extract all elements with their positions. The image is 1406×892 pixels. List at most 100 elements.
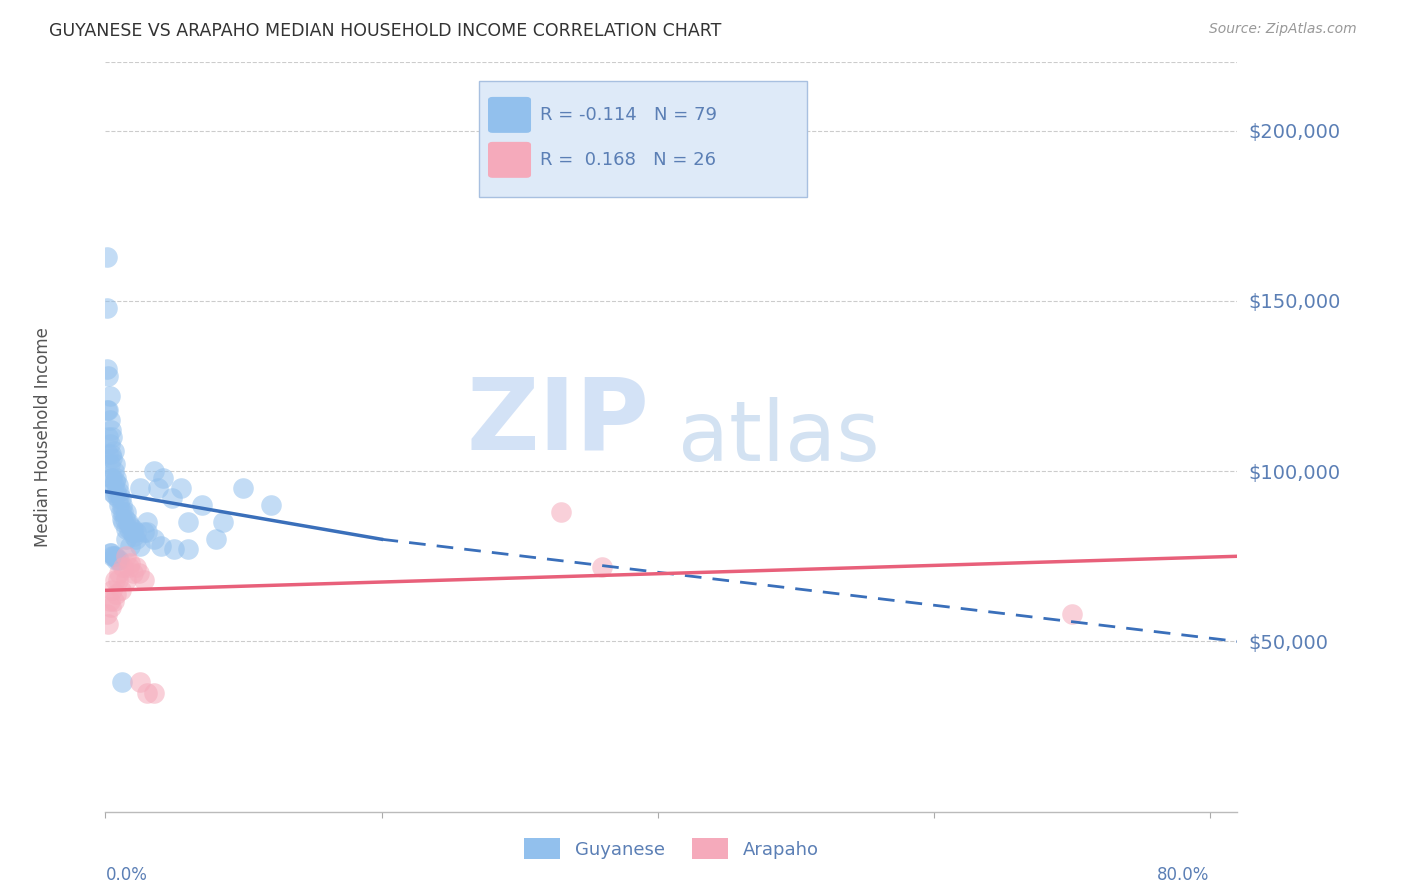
Point <box>103 443 125 458</box>
Text: GUYANESE VS ARAPAHO MEDIAN HOUSEHOLD INCOME CORRELATION CHART: GUYANESE VS ARAPAHO MEDIAN HOUSEHOLD INC… <box>49 22 721 40</box>
Point <box>112 505 135 519</box>
Point <box>170 481 193 495</box>
Point <box>104 458 127 472</box>
Point <box>108 566 131 581</box>
Point <box>163 542 186 557</box>
Point <box>104 475 127 489</box>
Point <box>97 402 120 417</box>
Point <box>96 301 118 315</box>
Point <box>110 505 132 519</box>
Point <box>96 250 118 264</box>
Point <box>101 430 124 444</box>
Point <box>107 477 129 491</box>
Text: 80.0%: 80.0% <box>1157 866 1209 884</box>
Point <box>135 525 157 540</box>
Point <box>107 573 129 587</box>
Point <box>121 525 143 540</box>
Point <box>1060 607 1083 622</box>
Point <box>132 525 155 540</box>
Text: R = -0.114   N = 79: R = -0.114 N = 79 <box>540 106 717 124</box>
Point <box>591 559 613 574</box>
Text: ZIP: ZIP <box>467 374 650 471</box>
Text: 0.0%: 0.0% <box>105 866 148 884</box>
Point <box>103 593 125 607</box>
Point <box>115 522 138 536</box>
Point <box>115 533 138 547</box>
Point <box>160 491 183 506</box>
Text: Source: ZipAtlas.com: Source: ZipAtlas.com <box>1209 22 1357 37</box>
Point <box>100 447 122 461</box>
FancyBboxPatch shape <box>488 142 531 178</box>
Point <box>104 549 127 564</box>
Point <box>97 447 120 461</box>
Point <box>108 552 131 566</box>
Point <box>128 566 150 581</box>
Point <box>125 525 148 540</box>
Point <box>97 368 120 383</box>
Point <box>107 552 129 566</box>
Point <box>104 573 127 587</box>
FancyBboxPatch shape <box>488 97 531 133</box>
Point <box>110 583 132 598</box>
Point <box>125 559 148 574</box>
Point <box>211 515 233 529</box>
Point <box>232 481 254 495</box>
Point <box>129 481 152 495</box>
Point <box>107 491 129 506</box>
Point <box>101 450 124 465</box>
Point <box>101 549 124 564</box>
Point <box>120 539 142 553</box>
Point <box>98 413 121 427</box>
Point <box>114 512 136 526</box>
Point <box>112 515 135 529</box>
Point <box>108 484 131 499</box>
Point <box>101 471 124 485</box>
Point <box>96 607 118 622</box>
Point <box>98 593 121 607</box>
Point <box>125 533 148 547</box>
Point <box>105 587 128 601</box>
Point <box>111 512 134 526</box>
Point <box>98 546 121 560</box>
Point <box>115 573 138 587</box>
Point <box>142 685 165 699</box>
Text: Median Household Income: Median Household Income <box>34 327 52 547</box>
Point <box>120 518 142 533</box>
Point <box>108 498 131 512</box>
Point <box>118 559 141 574</box>
Text: atlas: atlas <box>678 397 880 477</box>
Point <box>96 362 118 376</box>
Point <box>205 533 228 547</box>
FancyBboxPatch shape <box>479 81 807 197</box>
Point <box>120 556 142 570</box>
Point <box>550 505 572 519</box>
Point <box>111 675 134 690</box>
Point <box>122 522 145 536</box>
Point <box>97 617 120 632</box>
Point <box>101 484 124 499</box>
Point <box>98 437 121 451</box>
Point <box>101 583 124 598</box>
Point <box>112 559 135 574</box>
Point <box>142 533 165 547</box>
Point <box>105 552 128 566</box>
Point <box>149 539 172 553</box>
Point <box>115 505 138 519</box>
Point <box>105 484 128 499</box>
Point <box>124 529 146 543</box>
Point <box>97 430 120 444</box>
Point <box>177 515 200 529</box>
Point <box>129 539 152 553</box>
Point <box>100 546 122 560</box>
Point <box>100 471 122 485</box>
Point <box>98 458 121 472</box>
Point <box>98 389 121 403</box>
Point <box>111 498 134 512</box>
Point <box>135 515 157 529</box>
Point <box>103 464 125 478</box>
Point <box>191 498 214 512</box>
Point <box>132 573 155 587</box>
Point <box>96 402 118 417</box>
Point <box>115 549 138 564</box>
Point <box>135 685 157 699</box>
